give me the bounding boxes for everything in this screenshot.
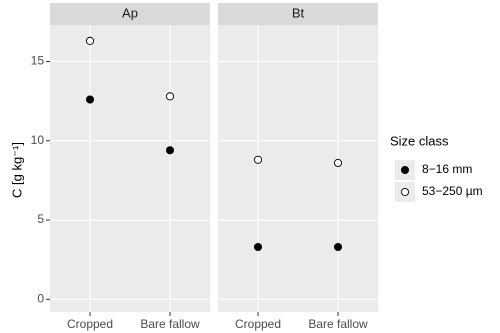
x-tick-label: Cropped: [67, 317, 113, 331]
facet-strip: [50, 3, 210, 25]
legend-symbol: [400, 187, 410, 197]
panel-background: [218, 25, 378, 312]
y-tick-label: 15: [31, 54, 45, 68]
legend-symbol: [400, 165, 410, 175]
legend-label: 8−16 mm: [422, 162, 472, 176]
y-tick-label: 10: [31, 133, 45, 147]
facet-title: Bt: [292, 5, 305, 20]
y-tick-label: 0: [37, 291, 44, 305]
legend-label: 53−250 µm: [422, 184, 483, 198]
point: [333, 158, 343, 168]
y-axis-label: C [g kg⁻¹]: [9, 142, 24, 198]
facet-strip: [218, 3, 378, 25]
facet-title: Ap: [122, 5, 138, 20]
x-tick-label: Bare fallow: [308, 317, 368, 331]
point: [85, 36, 95, 45]
x-tick-label: Bare fallow: [140, 317, 200, 331]
legend-title: Size class: [390, 133, 449, 148]
y-tick-label: 5: [37, 212, 44, 226]
point: [253, 242, 263, 252]
point: [253, 155, 263, 164]
point: [165, 146, 175, 155]
x-tick-label: Cropped: [235, 317, 281, 331]
point: [85, 95, 95, 104]
panel-background: [50, 25, 210, 312]
point: [165, 92, 175, 101]
point: [333, 242, 343, 252]
